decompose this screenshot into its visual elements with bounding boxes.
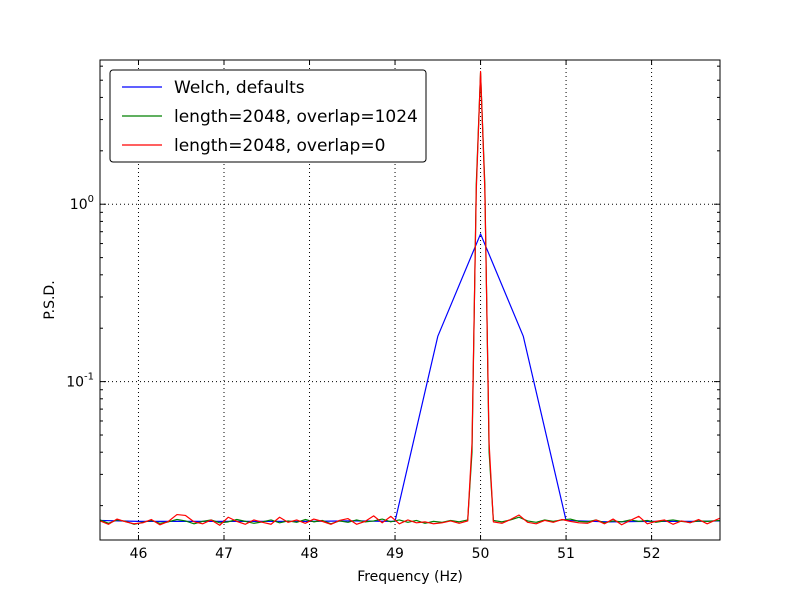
plot-frame [99,59,721,541]
y-tick-label-base: 10 [70,197,88,213]
x-tick-label: 50 [472,546,490,562]
y-axis-label: P.S.D. [42,280,58,319]
legend-label-1: Welch, defaults [174,78,305,98]
series-line-3 [100,70,720,526]
x-axis-label: Frequency (Hz) [357,569,463,585]
x-tick-label: 51 [557,546,575,562]
x-tick-label: 49 [386,546,404,562]
x-tick-label: 46 [130,546,148,562]
legend: Welch, defaults length=2048, overlap=1024… [109,69,427,163]
legend-label-2: length=2048, overlap=1024 [174,107,418,127]
y-tick-label: 10-1 [66,372,94,391]
legend-label-3: length=2048, overlap=0 [174,136,385,156]
x-tick-label: 52 [643,546,661,562]
y-tick-label-base: 10 [66,375,84,391]
legend-box [109,69,427,163]
y-tick-label-exponent: -1 [84,372,94,383]
x-tick-label: 47 [215,546,233,562]
y-tick-label: 100 [70,194,94,213]
y-tick-label-exponent: 0 [88,194,94,205]
x-tick-label: 48 [301,546,319,562]
plot-area [100,70,720,526]
